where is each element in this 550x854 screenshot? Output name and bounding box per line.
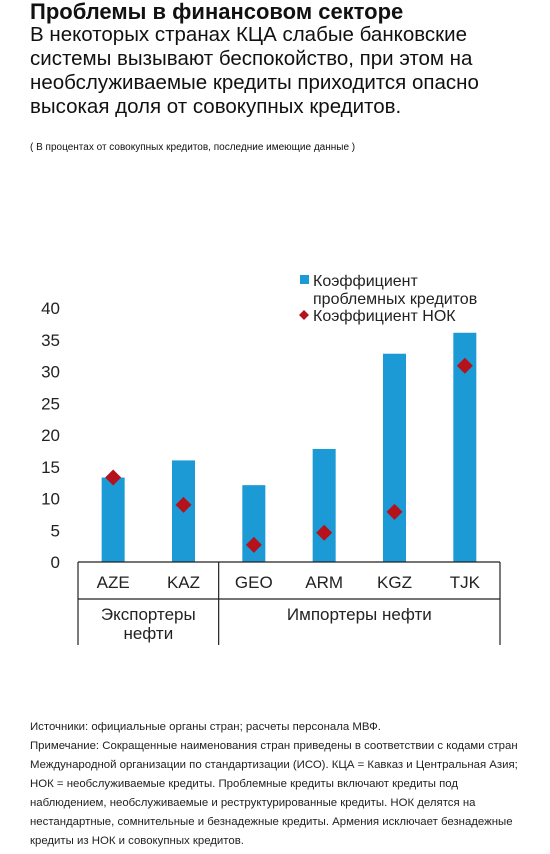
bar xyxy=(101,477,125,562)
category-label: AZE xyxy=(97,573,130,592)
y-tick-label: 20 xyxy=(41,426,60,445)
category-label: GEO xyxy=(235,573,273,592)
group-label: Импортеры нефти xyxy=(287,605,432,624)
category-label: KAZ xyxy=(167,573,200,592)
category-label: KGZ xyxy=(377,573,412,592)
explanatory-note: Примечание: Сокращенные наименования стр… xyxy=(30,740,518,847)
y-tick-label: 15 xyxy=(41,458,60,477)
data-point xyxy=(316,524,333,541)
chart-panel: 0 5 10 15 20 25 30 35 40 Экспортеры нефти Импортеры… xyxy=(28,190,520,684)
page-title: Проблемы в финансовом секторе xyxy=(30,0,404,24)
y-tick-label: 5 xyxy=(51,521,60,540)
category-label: TJK xyxy=(450,573,481,592)
y-tick-label: 30 xyxy=(41,363,60,382)
group-label: Экспортеры xyxy=(101,605,196,624)
legend-swatch-bar xyxy=(300,275,309,284)
data-point xyxy=(456,357,473,374)
page-subtitle: В некоторых странах КЦА слабые банковски… xyxy=(30,23,479,118)
sources-note: Источники: официальные органы стран; рас… xyxy=(30,721,381,733)
y-tick-label: 35 xyxy=(41,331,60,350)
data-point xyxy=(105,469,122,486)
legend-label: Коэффициент НОК xyxy=(313,308,456,325)
y-tick-label: 40 xyxy=(41,299,60,318)
legend-label: проблемных кредитов xyxy=(313,291,477,308)
footnotes: Источники: официальные органы стран; рас… xyxy=(30,718,530,851)
data-point xyxy=(245,536,262,553)
legend-swatch-diamond xyxy=(299,310,309,320)
bar xyxy=(383,353,406,562)
unit-note: ( В процентах от совокупных кредитов, по… xyxy=(30,142,356,153)
category-label: ARM xyxy=(305,573,343,592)
data-point xyxy=(386,503,403,520)
y-tick-label: 10 xyxy=(41,490,60,509)
legend-label: Коэффициент xyxy=(313,273,418,290)
bar xyxy=(453,332,477,562)
bar xyxy=(312,448,336,562)
group-label: нефти xyxy=(123,624,173,643)
y-tick-label: 25 xyxy=(41,394,60,413)
y-tick-label: 0 xyxy=(51,553,60,572)
data-point xyxy=(175,496,192,513)
